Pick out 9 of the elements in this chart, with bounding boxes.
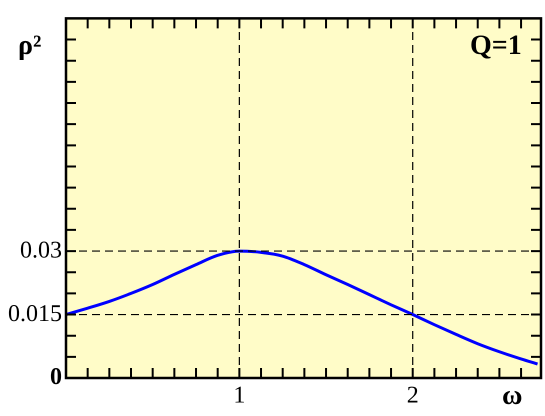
line-series — [66, 250, 540, 366]
y-axis-title: ρ² — [18, 30, 42, 62]
x-tick-label: 2 — [406, 382, 419, 409]
y-tick-label: 0.03 — [20, 237, 62, 264]
y-tick-label: 0 — [50, 364, 62, 390]
y-tick-label: 0.015 — [8, 300, 62, 327]
annotation: Q=1 — [470, 30, 522, 62]
x-axis-title: ω — [502, 380, 522, 412]
x-tick-label: 1 — [233, 382, 246, 409]
